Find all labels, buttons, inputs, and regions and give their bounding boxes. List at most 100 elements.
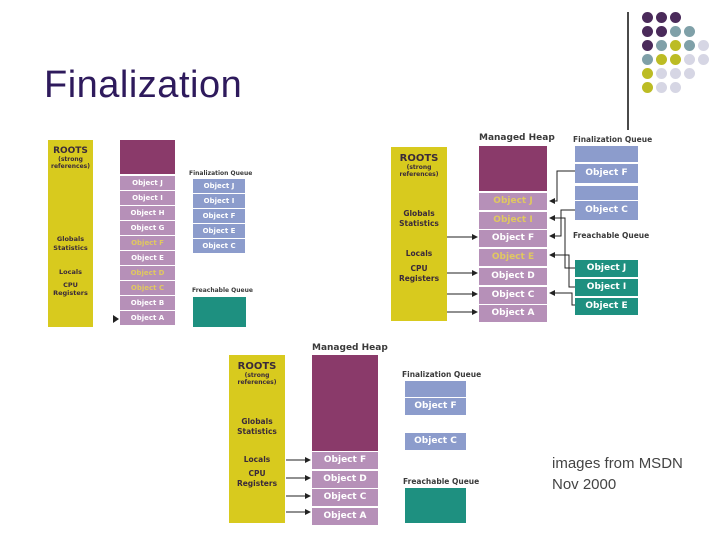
object-box: Object F	[312, 452, 378, 469]
object-box: Object I	[575, 279, 638, 296]
roots-subtitle-line2: references)	[51, 163, 90, 170]
object-box: Object E	[193, 224, 245, 238]
object-box: Object F	[479, 230, 547, 248]
object-box: Object G	[120, 221, 175, 235]
decorative-dot	[684, 54, 695, 65]
object-box: Object E	[575, 298, 638, 315]
roots-title: ROOTS	[399, 153, 439, 164]
managed-heap-free-space	[312, 355, 378, 451]
globals-label: Globals Statistics	[237, 417, 277, 436]
freachable-queue-label: Freachable Queue	[192, 287, 253, 294]
object-box: Object J	[120, 176, 175, 190]
decorative-dot	[670, 26, 681, 37]
roots-panel: ROOTS (strong references) Globals Statist…	[229, 355, 285, 523]
object-box: Object B	[120, 296, 175, 310]
object-box: Object E	[479, 249, 547, 267]
queue-pointer-arrow	[549, 170, 575, 204]
decorative-dot	[642, 12, 653, 23]
locals-label: Locals	[405, 249, 433, 258]
decorative-dot	[684, 26, 695, 37]
finalization-queue-slot	[405, 381, 466, 397]
roots-panel: ROOTS (strong references) Globals Statist…	[391, 147, 447, 321]
finalization-queue-label: Finalization Queue	[573, 135, 653, 144]
queue-pointer-arrow	[549, 252, 575, 288]
decorative-dot	[642, 82, 653, 93]
object-box: Object D	[120, 266, 175, 280]
object-box: Object E	[120, 251, 175, 265]
decorative-dot	[684, 40, 695, 51]
queue-pointer-arrow	[549, 215, 575, 269]
decorative-divider	[627, 12, 629, 130]
decorative-dot	[656, 54, 667, 65]
decorative-dot	[642, 26, 653, 37]
decorative-dot	[670, 12, 681, 23]
object-box: Object A	[312, 508, 378, 526]
decorative-dot	[642, 54, 653, 65]
decorative-dot	[656, 82, 667, 93]
object-box: Object F	[575, 164, 638, 183]
arrow-head	[113, 315, 119, 323]
object-box: Object C	[575, 201, 638, 220]
globals-label: Globals Statistics	[399, 209, 439, 228]
queue-pointer-arrow	[549, 209, 575, 239]
object-box: Object F	[405, 398, 466, 415]
decorative-dot	[698, 54, 709, 65]
decorative-dot	[698, 40, 709, 51]
roots-subtitle-line1: (strong	[406, 164, 432, 171]
decorative-dot	[670, 40, 681, 51]
decorative-dot	[642, 40, 653, 51]
object-box: Object I	[479, 211, 547, 229]
cpu-registers-label: CPU Registers	[236, 469, 278, 488]
decorative-dot	[656, 40, 667, 51]
decorative-dot	[656, 12, 667, 23]
freachable-queue	[405, 488, 466, 523]
decorative-dot	[656, 26, 667, 37]
object-box: Object D	[479, 267, 547, 285]
finalization-queue-slot	[575, 146, 638, 162]
finalization-queue-slot	[575, 186, 638, 200]
object-box: Object C	[405, 433, 466, 450]
object-box: Object H	[120, 206, 175, 220]
image-source-caption: images from MSDN Nov 2000	[552, 453, 683, 495]
object-box: Object J	[575, 260, 638, 277]
locals-label: Locals	[59, 268, 82, 276]
roots-subtitle-line1: (strong	[58, 156, 83, 163]
object-box: Object C	[120, 281, 175, 295]
object-box: Object J	[479, 193, 547, 210]
globals-label: Globals Statistics	[53, 235, 88, 252]
roots-subtitle-line1: (strong	[244, 372, 270, 379]
decorative-dot	[670, 68, 681, 79]
object-box: Object F	[120, 236, 175, 250]
freachable-queue	[193, 297, 246, 327]
roots-panel: ROOTS (strong references) Globals Statist…	[48, 140, 93, 327]
freachable-queue-label: Freachable Queue	[573, 231, 650, 240]
object-box: Object F	[193, 209, 245, 223]
caption-line1: images from MSDN	[552, 455, 683, 472]
cpu-registers-label: CPU Registers	[398, 264, 440, 283]
object-box: Object I	[120, 191, 175, 205]
finalization-queue-label: Finalization Queue	[189, 170, 253, 177]
roots-title: ROOTS	[53, 146, 88, 156]
roots-subtitle-line2: references)	[399, 171, 439, 178]
object-box: Object C	[193, 239, 245, 253]
queue-pointer-arrow	[549, 290, 575, 306]
managed-heap-label: Managed Heap	[479, 133, 555, 143]
roots-subtitle-line2: references)	[237, 379, 277, 386]
slide-title: Finalization	[44, 64, 243, 106]
object-box: Object A	[479, 305, 547, 323]
object-box: Object A	[120, 311, 175, 325]
object-box: Object D	[312, 470, 378, 488]
roots-title: ROOTS	[237, 361, 277, 372]
decorative-dot	[656, 68, 667, 79]
object-box: Object C	[479, 286, 547, 304]
decorative-dot	[670, 82, 681, 93]
decorative-dot	[642, 68, 653, 79]
finalization-queue-label: Finalization Queue	[402, 370, 482, 379]
decorative-dot	[670, 54, 681, 65]
cpu-registers-label: CPU Registers	[53, 281, 88, 297]
managed-heap-free-space	[479, 146, 547, 191]
object-box: Object I	[193, 194, 245, 208]
locals-label: Locals	[243, 455, 271, 464]
object-box: Object J	[193, 179, 245, 193]
